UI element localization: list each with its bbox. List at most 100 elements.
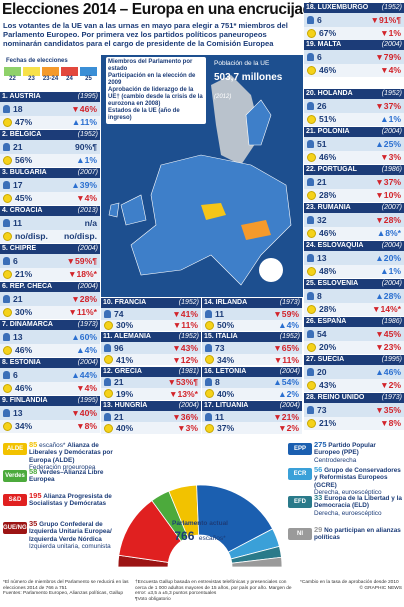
person-icon (307, 405, 314, 414)
row-left: 28% (307, 304, 336, 314)
meps: 96 (114, 343, 124, 354)
country-header: 8. ESTONIA (2004) (0, 358, 100, 368)
row-left: 6 (307, 52, 322, 62)
row-left: 6 (3, 370, 18, 380)
group-name: Grupo de Conservadores y Reformistas Eur… (314, 467, 401, 489)
row-left: 19% (104, 389, 133, 399)
row-left: 51 (307, 139, 327, 149)
country-row: 73 ▼65% (202, 342, 302, 354)
country-name: 17. LITUANIA (204, 401, 249, 409)
meps: 11 (215, 411, 225, 422)
meps: 6 (317, 14, 322, 25)
country-row: 43% ▼2% (304, 379, 404, 393)
approval: 50% (217, 320, 235, 331)
meps: 73 (317, 404, 327, 415)
country-row: 96 ▼43% (101, 342, 201, 354)
group-logo: EPP (288, 443, 312, 455)
approval: 34% (15, 421, 33, 432)
country-header: 3. BULGARIA (2007) (0, 168, 100, 178)
row-left: 40% (205, 389, 234, 399)
person-icon (3, 180, 10, 189)
join-year: (1995) (77, 397, 98, 404)
country-name: 9. FINLANDIA (2, 397, 48, 404)
change: ▼2% (278, 423, 299, 434)
group-text: 35 Grupo Confederal de Izquierda Unitari… (29, 520, 117, 551)
country-header: 21. POLONIA (2004) (304, 127, 404, 137)
meps: 54 (317, 328, 327, 339)
date-label: 22 (9, 76, 16, 82)
row-left: 26 (307, 101, 327, 111)
parliament-unit: escaños* (198, 535, 226, 542)
country-row: 21 ▼28% (0, 292, 100, 306)
country-name: 2. BÉLGICA (2, 131, 42, 138)
group-logo: ECR (288, 468, 312, 480)
country-name: 23. RUMANIA (306, 204, 351, 211)
country-header: 26. ESPAÑA (1986) (304, 317, 404, 327)
join-year: (1981) (178, 367, 199, 375)
row-left: 50% (205, 320, 234, 330)
country-header: 28. REINO UNIDO (1973) (304, 393, 404, 403)
approval: 20% (319, 342, 337, 353)
turnout: ▼59% (273, 308, 299, 319)
turnout: ▲20% (375, 252, 401, 263)
country-row: 30% ▼11% (101, 320, 201, 332)
person-icon (104, 412, 111, 421)
smiley-icon (307, 228, 316, 238)
meps: 13 (317, 252, 327, 263)
country-cell: 17. LITUANIA (2004) 11 ▼21% 37% ▼2% (202, 400, 302, 434)
row-left: 32 (307, 215, 327, 225)
change: ▲4% (278, 320, 299, 331)
approval: 28% (319, 304, 337, 315)
row-left: 37% (205, 423, 234, 433)
country-header: 5. CHIPRE (2004) (0, 244, 100, 254)
country-header: 4. CROACIA (2013) (0, 206, 100, 216)
person-icon (205, 344, 212, 353)
change: ▲1% (76, 155, 97, 166)
meps: 13 (13, 407, 23, 418)
change: no/disp. (64, 231, 97, 242)
turnout: ▼36% (172, 411, 198, 422)
group-name: Verdes–Alianza Libre Europea (29, 469, 104, 484)
row-left: 40% (104, 423, 133, 433)
approval: 19% (116, 388, 134, 399)
meps: 18 (13, 103, 23, 114)
turnout: ▼28% (71, 293, 97, 304)
country-header: 15. ITALIA (1952) (202, 332, 302, 343)
approval: 30% (116, 320, 134, 331)
join-year: (1986) (381, 318, 402, 325)
smiley-icon (104, 320, 113, 330)
country-row: 74 ▼41% (101, 308, 201, 320)
date-swatch (61, 67, 78, 76)
country-row: 6 ▼91%¶ (304, 13, 404, 27)
country-row: no/disp. no/disp. (0, 230, 100, 244)
inset (259, 258, 283, 282)
change: ▼2% (380, 380, 401, 391)
join-year: (2004) (77, 245, 98, 252)
change: ▲1% (380, 114, 401, 125)
smiley-icon (3, 269, 12, 279)
approval: 46% (319, 228, 337, 239)
footnote: ¶Voto obligatorio (135, 596, 171, 602)
approval: 28% (319, 190, 337, 201)
group-seats: 58 (29, 467, 38, 476)
person-icon (307, 139, 314, 148)
country-row: 21 90%¶ (0, 140, 100, 154)
join-year: (1995) (381, 356, 402, 363)
country-header: 7. DINAMARCA (1973) (0, 320, 100, 330)
turnout: ▲54% (273, 377, 299, 388)
country-row: 17 ▲39% (0, 178, 100, 192)
change: ▼11% (273, 354, 299, 365)
group-name: Partido Popular Europeo (PPE) (314, 442, 376, 457)
country-header: 23. RUMANIA (2007) (304, 203, 404, 213)
date-item: 22 (4, 67, 21, 82)
row-left: 20% (307, 342, 336, 352)
join-year: (2004) (279, 401, 300, 409)
change: ▲1% (380, 266, 401, 277)
dates-legend: 22 23 23-24 24 25 (4, 67, 97, 82)
person-icon (307, 329, 314, 338)
row-left: 28% (307, 190, 336, 200)
change: ▼12% (172, 354, 198, 365)
country-row: 47% ▲11% (0, 116, 100, 130)
row-left: 8 (205, 377, 220, 387)
country-cell: 14. IRLANDA (1973) 11 ▼59% 50% ▲4% (202, 298, 302, 331)
